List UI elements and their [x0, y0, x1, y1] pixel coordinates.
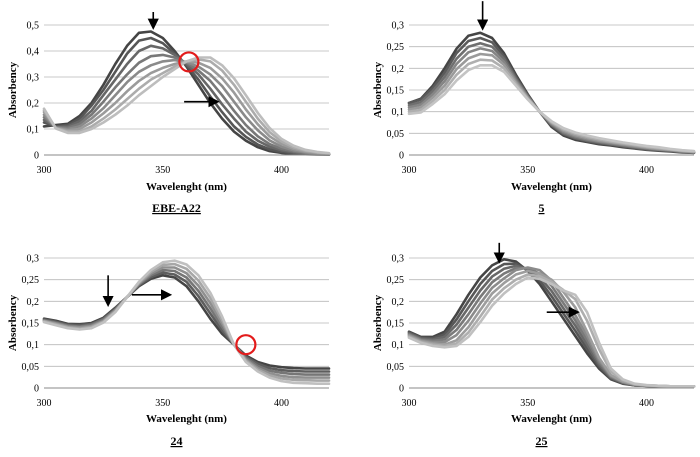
y-tick-label: 0,15	[387, 86, 405, 97]
panel-title: EBE-A22	[152, 201, 201, 215]
y-tick-label: 0,2	[392, 297, 405, 308]
x-tick-labels: 300 350 400	[37, 165, 290, 176]
x-tick-label: 300	[37, 398, 52, 409]
y-tick-labels: 0 0,05 0,1 0,15 0,2 0,25 0,3	[387, 254, 405, 395]
y-tick-label: 0,1	[392, 340, 405, 351]
series-line	[42, 259, 331, 386]
x-tick-label: 350	[155, 165, 170, 176]
y-axis-label: Absorbency	[372, 61, 384, 118]
series-group	[407, 31, 696, 155]
series-line	[407, 276, 696, 388]
x-tick-labels: 300 350 400	[402, 398, 655, 409]
y-tick-label: 0	[399, 384, 404, 395]
y-tick-label: 0	[34, 151, 39, 162]
series-line	[42, 36, 331, 156]
y-tick-label: 0,1	[27, 340, 40, 351]
y-tick-label: 0,1	[27, 125, 40, 136]
panel-24: 0 0,05 0,1 0,15 0,2 0,25 0,3 300 350 400 Absorbe…	[7, 254, 331, 448]
x-axis-label: Wavelenght (nm)	[146, 181, 227, 193]
x-axis-label: Wavelenght (nm)	[511, 413, 592, 425]
y-tick-label: 0,25	[22, 275, 40, 286]
x-tick-label: 400	[639, 398, 654, 409]
y-tick-label: 0,2	[27, 99, 40, 110]
annotation-group	[147, 12, 220, 108]
series-line	[42, 273, 331, 370]
y-tick-label: 0,5	[27, 21, 40, 32]
y-axis-label: Absorbency	[7, 61, 19, 118]
panel-ebe-a22: 0 0,1 0,2 0,3 0,4 0,5 300 350 400 Absorbency Wa…	[7, 12, 331, 215]
y-tick-labels: 0 0,05 0,1 0,15 0,2 0,25 0,3	[387, 21, 405, 162]
y-tick-label: 0,25	[387, 42, 405, 53]
y-tick-label: 0,05	[387, 362, 405, 373]
panel-25: 0 0,05 0,1 0,15 0,2 0,25 0,3 300 350 400 Absorbe…	[372, 242, 696, 448]
x-tick-label: 400	[274, 398, 289, 409]
series-line	[42, 30, 331, 156]
annotation-group	[102, 275, 257, 356]
annotation-group	[493, 242, 580, 318]
y-tick-label: 0,1	[392, 107, 405, 118]
series-group	[42, 259, 331, 386]
x-tick-label: 350	[520, 398, 535, 409]
y-tick-label: 0,2	[392, 64, 405, 75]
y-tick-label: 0,05	[22, 362, 40, 373]
y-tick-label: 0,3	[392, 21, 405, 32]
x-tick-label: 400	[639, 165, 654, 176]
y-tick-label: 0	[399, 151, 404, 162]
x-axis-label: Wavelenght (nm)	[146, 413, 227, 425]
x-tick-label: 300	[37, 165, 52, 176]
series-line	[407, 31, 696, 155]
isosbestic-point-marker	[235, 334, 257, 356]
y-tick-label: 0,05	[387, 129, 405, 140]
x-tick-label: 350	[155, 398, 170, 409]
y-tick-label: 0,4	[27, 47, 40, 58]
series-group	[42, 30, 331, 156]
x-tick-label: 350	[520, 165, 535, 176]
series-line	[407, 64, 696, 153]
y-tick-label: 0	[34, 384, 39, 395]
panel-title: 5	[539, 201, 545, 215]
y-axis-label: Absorbency	[7, 294, 19, 351]
series-line	[42, 56, 331, 155]
panel-title: 24	[171, 434, 183, 448]
panel-title: 25	[536, 434, 548, 448]
y-tick-label: 0,2	[27, 297, 40, 308]
y-tick-labels: 0 0,1 0,2 0,3 0,4 0,5	[27, 21, 40, 162]
y-tick-label: 0,25	[387, 275, 405, 286]
x-tick-labels: 300 350 400	[37, 398, 290, 409]
y-tick-label: 0,3	[27, 254, 40, 265]
x-axis-label: Wavelenght (nm)	[511, 181, 592, 193]
y-tick-label: 0,15	[387, 319, 405, 330]
y-tick-label: 0,3	[27, 73, 40, 84]
y-tick-labels: 0 0,05 0,1 0,15 0,2 0,25 0,3	[22, 254, 40, 395]
y-axis-label: Absorbency	[372, 294, 384, 351]
y-tick-label: 0,15	[22, 319, 40, 330]
series-group	[407, 257, 696, 388]
x-tick-label: 300	[402, 398, 417, 409]
x-tick-labels: 300 350 400	[402, 165, 655, 176]
series-line	[42, 53, 331, 156]
isosbestic-point-marker	[178, 51, 200, 73]
x-tick-label: 300	[402, 165, 417, 176]
series-line	[407, 58, 696, 153]
panel-5: 0 0,05 0,1 0,15 0,2 0,25 0,3 300 350 400 Absorbe…	[372, 1, 696, 215]
x-tick-label: 400	[274, 165, 289, 176]
y-tick-label: 0,3	[392, 254, 405, 265]
